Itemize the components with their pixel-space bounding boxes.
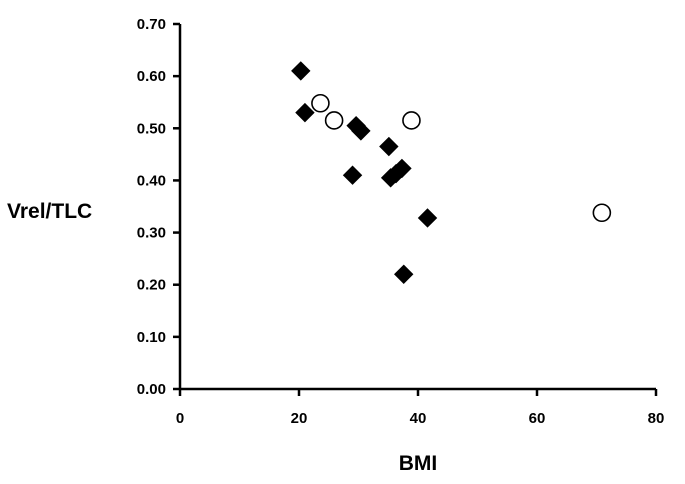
filled-diamond-point [417, 208, 438, 228]
y-tick-label: 0.60 [137, 68, 166, 85]
filled-diamond-point [342, 165, 363, 185]
y-tick-label: 0.70 [137, 16, 166, 33]
open-circle-point [592, 203, 612, 223]
y-tick-label: 0.10 [137, 329, 166, 346]
y-tick-label: 0.50 [137, 120, 166, 137]
y-tick-label: 0.30 [137, 225, 166, 242]
x-tick-label: 80 [648, 410, 665, 427]
data-points [291, 61, 612, 284]
y-axis-title: Vrel/TLC [7, 200, 92, 223]
axes [178, 24, 656, 391]
filled-diamond-point [394, 264, 414, 284]
open-circle-point [324, 111, 344, 130]
y-tick-label: 0.20 [137, 277, 166, 294]
filled-diamond-point [291, 61, 311, 81]
x-tick-label: 0 [176, 410, 184, 427]
x-tick-label: 20 [291, 410, 308, 427]
y-tick-label: 0.00 [137, 381, 166, 398]
x-axis-ticks: 0 20 40 60 80 [176, 389, 665, 427]
x-tick-label: 60 [529, 410, 546, 427]
filled-diamond-point [379, 136, 399, 157]
filled-diamond-point [351, 121, 371, 141]
open-circle-point [402, 111, 421, 130]
y-axis-ticks: 0.00 0.10 0.20 0.30 0.40 0.50 0.60 0.70 [137, 16, 180, 398]
filled-diamond-point [392, 158, 412, 179]
open-circle-point [311, 93, 330, 113]
x-axis-title: BMI [399, 452, 438, 475]
filled-diamond-point [295, 102, 315, 123]
x-tick-label: 40 [410, 410, 427, 427]
y-tick-label: 0.40 [137, 172, 166, 189]
